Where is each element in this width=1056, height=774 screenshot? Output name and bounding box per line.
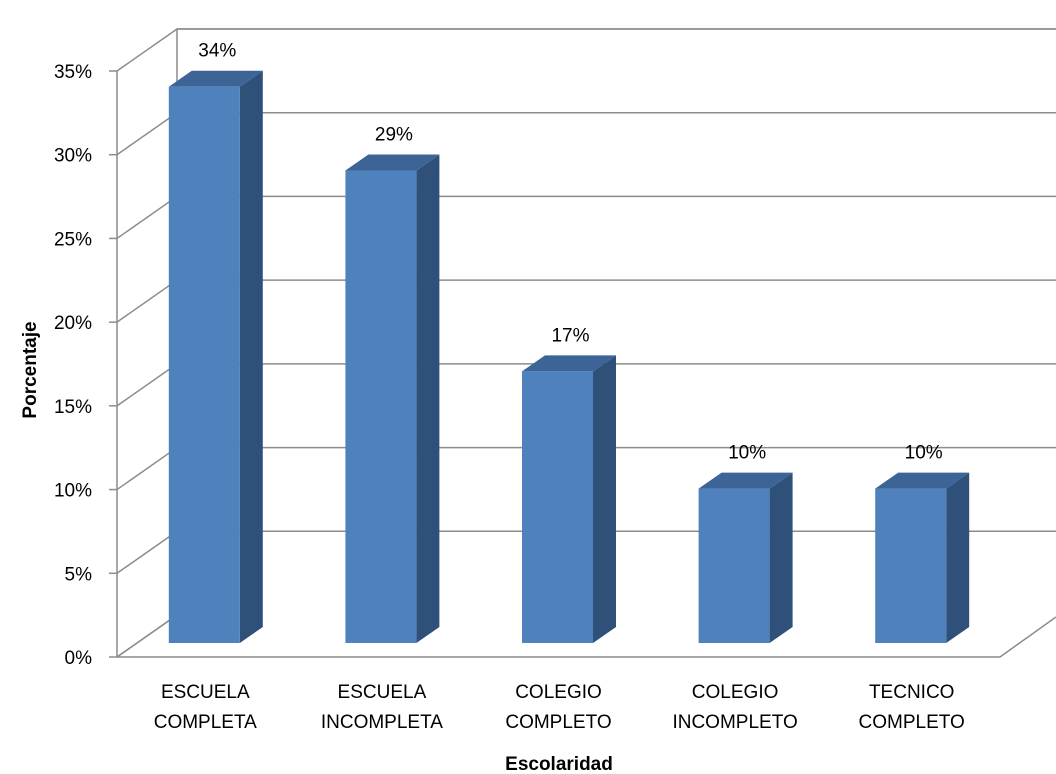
y-tick-label: 5% <box>65 564 93 585</box>
y-tick-label: 30% <box>54 146 92 167</box>
bars <box>168 70 970 643</box>
gridline-diagonal <box>116 614 178 658</box>
y-axis-title: Porcentaje <box>20 321 41 418</box>
bar-side <box>946 472 970 643</box>
y-tick-label: 0% <box>65 648 93 669</box>
data-label: 29% <box>375 124 413 145</box>
bar-top <box>875 472 970 489</box>
y-tick-label: 10% <box>54 481 92 502</box>
x-tick-label: INCOMPLETA <box>321 712 443 733</box>
gridline-diagonal <box>116 363 178 407</box>
x-tick-label: COLEGIO <box>692 682 779 703</box>
data-label: 10% <box>905 443 943 464</box>
gridline-diagonal <box>116 279 178 323</box>
labels: 0% 5% 10% 15% 20% 25% 30% 35% 34% ESCUELA COMPLETA… <box>54 41 965 733</box>
x-tick-label: COMPLETO <box>505 712 611 733</box>
gridline-diagonal <box>116 530 178 574</box>
bar <box>168 86 240 643</box>
bar <box>522 371 593 643</box>
data-label: 34% <box>198 41 236 62</box>
bar-top <box>168 70 263 87</box>
x-tick-label: TECNICO <box>869 682 955 703</box>
x-tick-label: COLEGIO <box>515 682 602 703</box>
bar-side <box>416 154 440 643</box>
x-tick-label: ESCUELA <box>161 682 250 703</box>
data-label: 10% <box>728 443 766 464</box>
bar-top <box>698 472 793 489</box>
x-tick-label: INCOMPLETO <box>672 712 797 733</box>
bar-side <box>769 472 793 643</box>
bar <box>875 488 947 643</box>
gridline-diagonal <box>116 28 178 72</box>
x-tick-label: COMPLETA <box>154 712 257 733</box>
y-tick-label: 15% <box>54 397 92 418</box>
bar-side <box>239 70 263 643</box>
bar <box>345 170 417 643</box>
bar-top <box>345 154 440 171</box>
bar-top <box>522 355 616 372</box>
gridlines <box>109 28 1056 658</box>
x-axis-title: Escolaridad <box>505 754 613 774</box>
data-label: 17% <box>551 325 589 346</box>
x-tick-label: ESCUELA <box>338 682 427 703</box>
y-tick-label: 25% <box>54 229 92 250</box>
floor-outline <box>117 616 1056 658</box>
gridline-diagonal <box>116 446 178 491</box>
gridline-diagonal <box>116 112 178 156</box>
gridline-diagonal <box>116 195 178 240</box>
y-tick-label: 35% <box>54 62 92 83</box>
bar <box>698 488 770 643</box>
bar-side <box>593 355 616 643</box>
y-tick-label: 20% <box>54 313 92 334</box>
x-tick-label: COMPLETO <box>859 712 965 733</box>
